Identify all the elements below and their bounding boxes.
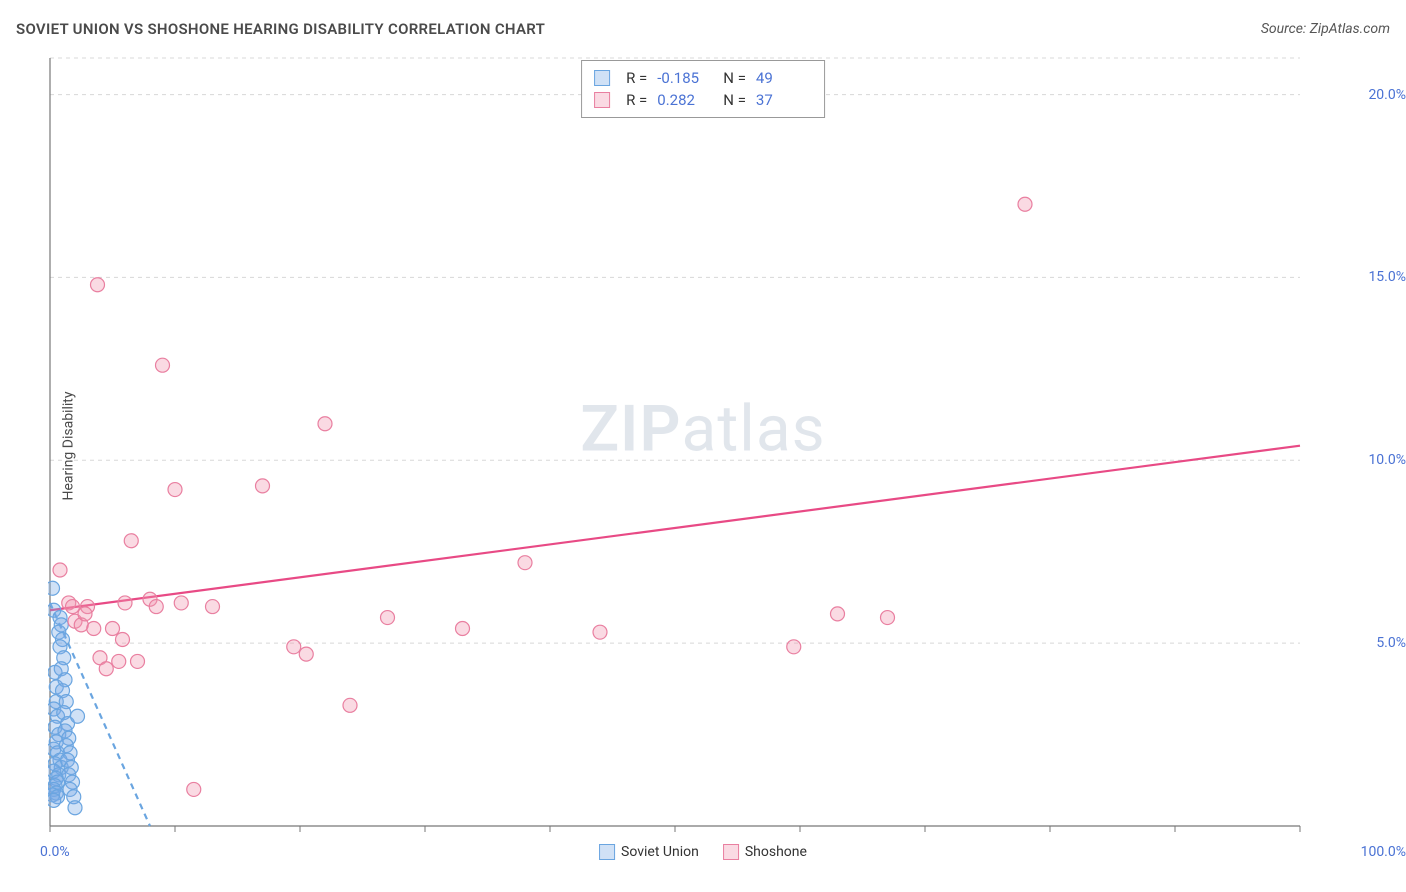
legend-swatch bbox=[594, 70, 610, 86]
legend-item: Shoshone bbox=[723, 844, 807, 860]
r-label: R = bbox=[626, 91, 647, 109]
scatter-chart-svg bbox=[48, 56, 1358, 834]
legend-swatch bbox=[723, 844, 739, 860]
y-tick-label: 5.0% bbox=[1376, 635, 1406, 651]
x-axis-min-label: 0.0% bbox=[40, 844, 70, 860]
y-tick-label: 10.0% bbox=[1368, 452, 1406, 468]
legend-label: Shoshone bbox=[745, 844, 807, 860]
correlation-legend: R = -0.185 N = 49 R = 0.282 N = 37 bbox=[581, 60, 825, 118]
chart-plot-area: ZIPatlas R =-0.185N =49R =0.282N =37 5.0… bbox=[48, 56, 1358, 834]
header: SOVIET UNION VS SHOSHONE HEARING DISABIL… bbox=[16, 20, 1390, 38]
legend-swatch bbox=[594, 92, 610, 108]
x-axis-max-label: 100.0% bbox=[1361, 844, 1406, 860]
r-value: 0.282 bbox=[657, 91, 713, 109]
legend-stat-row: R = 0.282 N = 37 bbox=[594, 89, 812, 111]
r-value: -0.185 bbox=[657, 69, 713, 87]
n-label: N = bbox=[723, 69, 746, 87]
source-attribution: Source: ZipAtlas.com bbox=[1261, 21, 1390, 37]
legend-item: Soviet Union bbox=[599, 844, 699, 860]
n-value: 49 bbox=[756, 69, 812, 87]
n-label: N = bbox=[723, 91, 746, 109]
chart-title: SOVIET UNION VS SHOSHONE HEARING DISABIL… bbox=[16, 20, 545, 38]
legend-swatch bbox=[599, 844, 615, 860]
y-tick-label: 15.0% bbox=[1368, 269, 1406, 285]
y-tick-label: 20.0% bbox=[1368, 87, 1406, 103]
legend-stat-row: R = -0.185 N = 49 bbox=[594, 67, 812, 89]
series-legend: Soviet Union Shoshone bbox=[599, 844, 807, 860]
legend-label: Soviet Union bbox=[621, 844, 699, 860]
n-value: 37 bbox=[756, 91, 812, 109]
r-label: R = bbox=[626, 69, 647, 87]
